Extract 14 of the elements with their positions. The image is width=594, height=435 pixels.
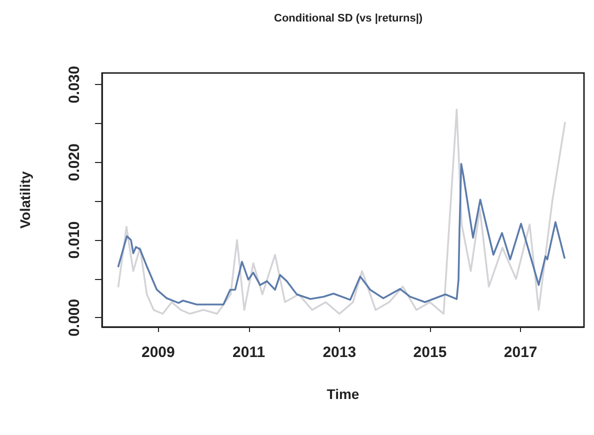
x-tick-label: 2017 — [504, 344, 538, 361]
x-axis-title: Time — [326, 386, 360, 402]
line-series — [117, 108, 566, 315]
x-tick-label: 2015 — [413, 344, 447, 361]
line-series — [117, 162, 566, 306]
chart-title: Conditional SD (vs |returns|) — [274, 12, 423, 24]
y-tick-label: 0.020 — [66, 144, 83, 182]
x-tick-label: 2011 — [232, 344, 266, 361]
y-tick-label: 0.030 — [66, 66, 83, 104]
y-tick-label: 0.000 — [66, 298, 83, 336]
y-axis-title: Volatility — [17, 171, 33, 229]
y-tick-label: 0.010 — [66, 221, 83, 259]
x-tick-label: 2009 — [141, 344, 175, 361]
x-tick-label: 2013 — [322, 344, 356, 361]
